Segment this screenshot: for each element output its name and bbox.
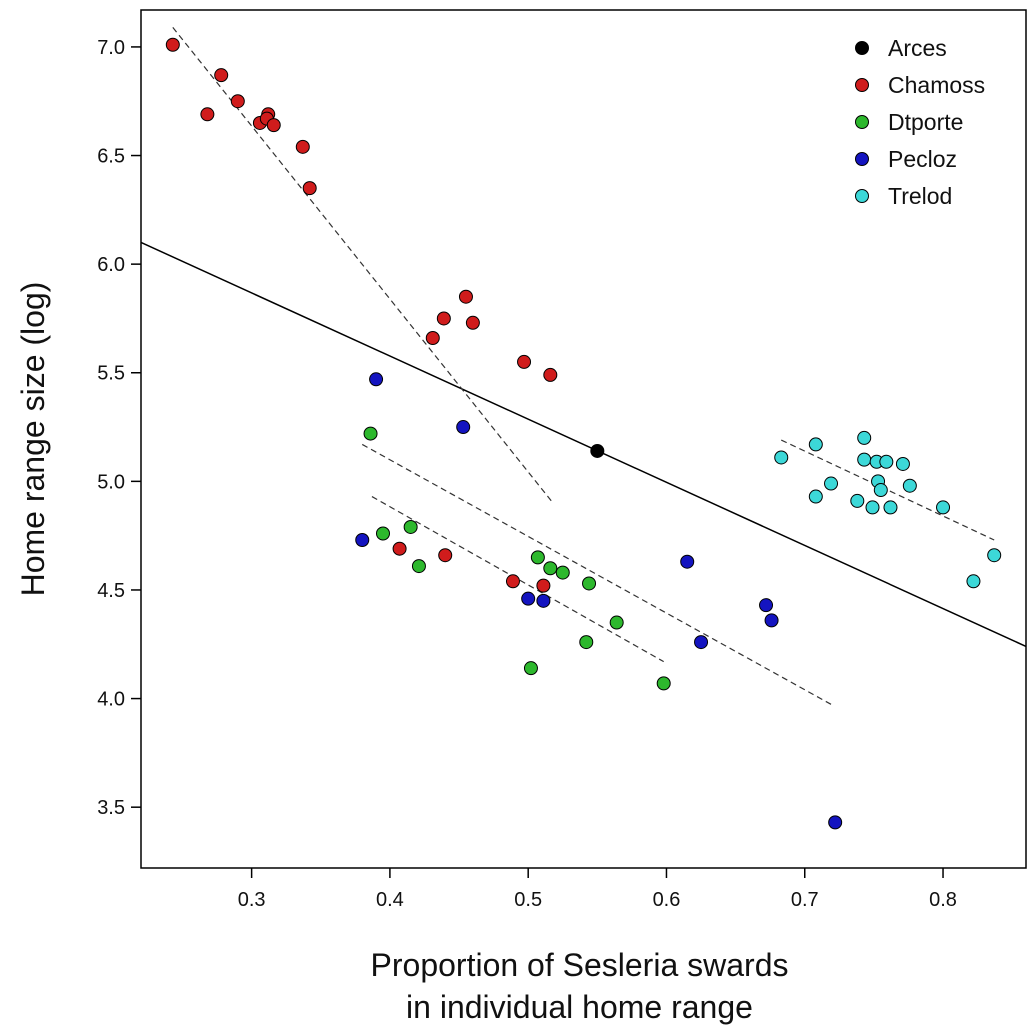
point-trelod xyxy=(808,437,823,452)
x-axis: 0.3 0.4 0.5 0.6 0.7 0.8 xyxy=(238,868,957,911)
point-dtporte xyxy=(656,676,671,691)
point-chamoss xyxy=(230,94,245,109)
point-chamoss xyxy=(295,139,310,154)
point-trelod xyxy=(936,500,951,515)
x-tick-label: 0.4 xyxy=(376,889,404,911)
point-chamoss xyxy=(266,118,281,133)
point-trelod xyxy=(824,476,839,491)
legend-marker-dtporte xyxy=(855,115,869,129)
point-trelod xyxy=(966,574,981,589)
x-tick-label: 0.6 xyxy=(653,889,681,911)
point-trelod xyxy=(857,452,872,467)
point-chamoss xyxy=(536,578,551,593)
point-pecloz xyxy=(456,420,471,435)
fit-line-dtporte xyxy=(371,496,664,663)
x-tick-label: 0.8 xyxy=(929,889,957,911)
point-pecloz xyxy=(694,635,709,650)
point-arces xyxy=(590,443,605,458)
point-trelod xyxy=(850,493,865,508)
y-tick-label: 5.0 xyxy=(97,471,125,493)
point-dtporte xyxy=(403,519,418,534)
legend-label-pecloz: Pecloz xyxy=(888,146,957,172)
point-chamoss xyxy=(302,181,317,196)
point-trelod xyxy=(987,548,1002,563)
y-tick-label: 3.5 xyxy=(97,797,125,819)
point-dtporte xyxy=(555,565,570,580)
point-pecloz xyxy=(828,815,843,830)
point-dtporte xyxy=(411,559,426,574)
point-chamoss xyxy=(200,107,215,122)
point-dtporte xyxy=(582,576,597,591)
point-pecloz xyxy=(521,591,536,606)
point-chamoss xyxy=(214,68,229,83)
point-trelod xyxy=(895,456,910,471)
point-pecloz xyxy=(764,613,779,628)
y-tick-label: 6.0 xyxy=(97,254,125,276)
legend-marker-chamoss xyxy=(855,78,869,92)
legend-label-dtporte: Dtporte xyxy=(888,109,963,135)
legend-marker-pecloz xyxy=(855,152,869,166)
x-tick-label: 0.3 xyxy=(238,889,266,911)
x-tick-label: 0.5 xyxy=(514,889,542,911)
x-tick-label: 0.7 xyxy=(791,889,819,911)
legend-label-trelod: Trelod xyxy=(888,183,952,209)
legend-marker-trelod xyxy=(855,189,869,203)
point-chamoss xyxy=(425,330,440,345)
point-chamoss xyxy=(458,289,473,304)
point-trelod xyxy=(857,430,872,445)
plot-area-frame xyxy=(140,9,1027,869)
point-dtporte xyxy=(363,426,378,441)
legend: Arces Chamoss Dtporte Pecloz Trelod xyxy=(855,35,985,209)
point-dtporte xyxy=(543,561,558,576)
point-dtporte xyxy=(375,526,390,541)
y-axis-title: Home range size (log) xyxy=(15,282,51,597)
legend-marker-arces xyxy=(855,41,869,55)
point-dtporte xyxy=(579,635,594,650)
overall-fit-line xyxy=(141,241,1026,648)
point-dtporte xyxy=(609,615,624,630)
point-trelod xyxy=(902,478,917,493)
point-chamoss xyxy=(543,367,558,382)
point-dtporte xyxy=(530,550,545,565)
point-chamoss xyxy=(505,574,520,589)
data-points xyxy=(165,37,1002,830)
y-tick-label: 7.0 xyxy=(97,37,125,59)
point-chamoss xyxy=(465,315,480,330)
point-chamoss xyxy=(438,548,453,563)
point-pecloz xyxy=(369,372,384,387)
point-trelod xyxy=(883,500,898,515)
point-trelod xyxy=(873,483,888,498)
point-dtporte xyxy=(523,661,538,676)
x-axis-title-line-1: Proportion of Sesleria swards xyxy=(371,947,789,983)
point-trelod xyxy=(808,489,823,504)
point-pecloz xyxy=(355,533,370,548)
point-pecloz xyxy=(680,554,695,569)
point-pecloz xyxy=(536,593,551,608)
point-chamoss xyxy=(392,541,407,556)
point-trelod xyxy=(774,450,789,465)
y-tick-label: 6.5 xyxy=(97,146,125,168)
legend-label-chamoss: Chamoss xyxy=(888,72,985,98)
point-pecloz xyxy=(759,598,774,613)
y-tick-label: 4.5 xyxy=(97,580,125,602)
point-trelod xyxy=(865,500,880,515)
x-axis-title-line-2: in individual home range xyxy=(406,989,753,1025)
point-chamoss xyxy=(517,354,532,369)
point-chamoss xyxy=(165,37,180,52)
legend-label-arces: Arces xyxy=(888,35,947,61)
y-tick-label: 4.0 xyxy=(97,689,125,711)
y-tick-label: 5.5 xyxy=(97,363,125,385)
y-axis: 3.5 4.0 4.5 5.0 5.5 6.0 6.5 7.0 xyxy=(97,37,141,819)
point-trelod xyxy=(879,454,894,469)
point-chamoss xyxy=(436,311,451,326)
